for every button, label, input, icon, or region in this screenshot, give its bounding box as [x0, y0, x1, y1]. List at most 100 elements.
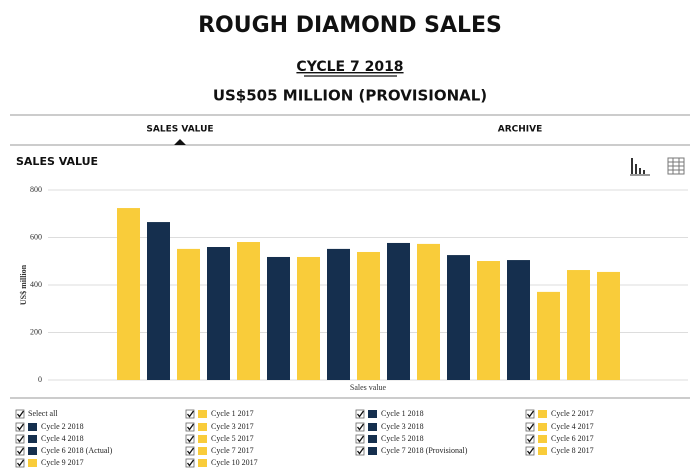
legend-label: Cycle 10 2017	[211, 458, 258, 467]
legend-swatch	[368, 447, 377, 455]
bar	[567, 270, 590, 380]
legend-label: Cycle 2 2017	[551, 409, 594, 418]
bar	[237, 242, 260, 380]
tab[interactable]: SALES VALUE	[146, 125, 213, 135]
checkbox	[355, 422, 365, 432]
legend-item[interactable]: Cycle 7 2017	[185, 446, 254, 456]
checkmark	[16, 410, 25, 418]
checkmark	[526, 435, 535, 443]
legend-item[interactable]: Cycle 1 2017	[185, 409, 254, 419]
checkmark	[356, 435, 365, 443]
legend-swatch	[538, 410, 547, 418]
legend-swatch	[198, 410, 207, 418]
legend-item[interactable]: Cycle 7 2018 (Provisional)	[355, 446, 468, 456]
legend-item[interactable]: Cycle 6 2018 (Actual)	[15, 446, 113, 456]
legend-label: Cycle 3 2017	[211, 422, 254, 431]
legend-label: Cycle 4 2018	[41, 434, 84, 443]
checkmark	[16, 459, 25, 467]
legend-item[interactable]: Cycle 2 2017	[525, 409, 594, 419]
checkmark	[356, 447, 365, 455]
legend-swatch	[538, 435, 547, 443]
checkmark	[526, 423, 535, 431]
checkbox	[355, 446, 365, 456]
legend-label: Cycle 7 2018 (Provisional)	[381, 446, 468, 455]
checkbox	[185, 409, 195, 419]
legend-swatch	[28, 423, 37, 431]
legend-item[interactable]: Cycle 1 2018	[355, 409, 424, 419]
checkmark	[186, 423, 195, 431]
legend-item[interactable]: Cycle 3 2018	[355, 422, 424, 432]
checkbox	[15, 409, 25, 419]
legend-label: Cycle 6 2017	[551, 434, 594, 443]
legend-item[interactable]: Cycle 9 2017	[15, 458, 84, 468]
legend-swatch	[538, 423, 547, 431]
bar	[207, 247, 230, 380]
checkmark	[526, 447, 535, 455]
legend-swatch	[198, 459, 207, 467]
table-icon[interactable]	[667, 157, 685, 175]
legend-swatch	[28, 447, 37, 455]
checkbox	[525, 422, 535, 432]
y-tick-label: 800	[30, 185, 42, 194]
x-axis-label: Sales value	[350, 383, 387, 392]
legend-label: Cycle 1 2018	[381, 409, 424, 418]
checkmark	[356, 410, 365, 418]
legend-swatch	[28, 459, 37, 467]
checkbox	[15, 434, 25, 444]
legend-swatch	[28, 435, 37, 443]
checkbox	[185, 434, 195, 444]
legend-swatch	[198, 447, 207, 455]
checkbox	[525, 409, 535, 419]
cycle-heading: CYCLE 7 2018	[296, 59, 403, 75]
page-title: ROUGH DIAMOND SALES	[198, 13, 502, 38]
checkmark	[186, 435, 195, 443]
legend-swatch	[538, 447, 547, 455]
bar	[537, 291, 560, 380]
checkbox	[185, 458, 195, 468]
legend-swatch	[198, 423, 207, 431]
checkbox	[15, 458, 25, 468]
checkmark	[16, 435, 25, 443]
bar	[267, 256, 290, 380]
bar	[117, 208, 140, 380]
bar	[177, 248, 200, 380]
legend-swatch	[368, 410, 377, 418]
legend-item[interactable]: Cycle 2 2018	[15, 422, 84, 432]
legend-item[interactable]: Cycle 6 2017	[525, 434, 594, 444]
amount-heading: US$505 MILLION (PROVISIONAL)	[213, 87, 487, 105]
legend-item[interactable]: Cycle 8 2017	[525, 446, 594, 456]
bar	[477, 261, 500, 380]
legend-item[interactable]: Cycle 5 2018	[355, 434, 424, 444]
checkbox	[185, 422, 195, 432]
checkbox	[525, 446, 535, 456]
checkbox	[525, 434, 535, 444]
checkbox	[15, 446, 25, 456]
checkmark	[186, 410, 195, 418]
legend-label: Cycle 7 2017	[211, 446, 254, 455]
checkmark	[186, 447, 195, 455]
checkbox	[355, 434, 365, 444]
tab-indicator	[174, 139, 186, 145]
legend-label: Cycle 8 2017	[551, 446, 594, 455]
legend-label: Cycle 6 2018 (Actual)	[41, 446, 113, 455]
legend-item[interactable]: Cycle 10 2017	[185, 458, 258, 468]
y-tick-label: 200	[30, 327, 42, 336]
tab[interactable]: ARCHIVE	[498, 125, 543, 135]
legend-item[interactable]: Cycle 3 2017	[185, 422, 254, 432]
legend-swatch	[198, 435, 207, 443]
legend-label: Cycle 5 2018	[381, 434, 424, 443]
legend-item[interactable]: Select all	[15, 409, 58, 419]
legend-label: Cycle 9 2017	[41, 458, 84, 467]
legend-item[interactable]: Cycle 4 2017	[525, 422, 594, 432]
legend-item[interactable]: Cycle 5 2017	[185, 434, 254, 444]
legend-label: Cycle 5 2017	[211, 434, 254, 443]
legend-swatch	[368, 423, 377, 431]
bar-chart-icon[interactable]	[630, 158, 650, 176]
bar	[417, 243, 440, 380]
bar	[327, 248, 350, 380]
legend-item[interactable]: Cycle 4 2018	[15, 434, 84, 444]
checkmark	[356, 423, 365, 431]
legend-label: Select all	[28, 409, 58, 418]
